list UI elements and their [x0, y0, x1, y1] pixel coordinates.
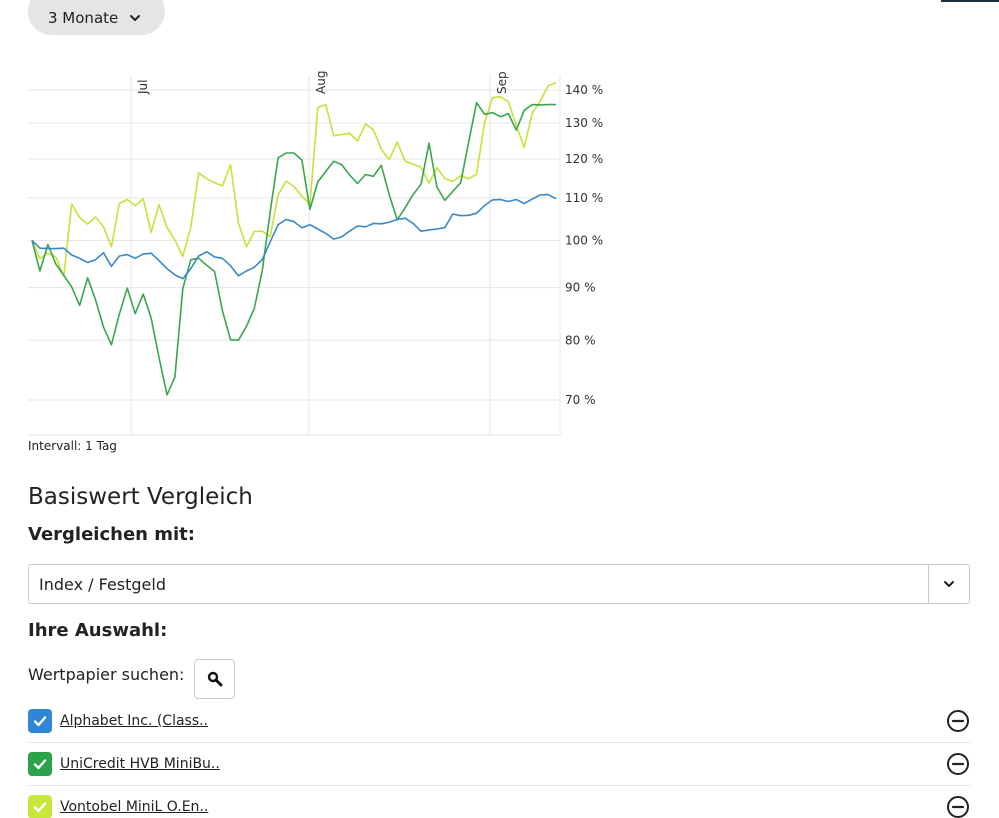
series-line — [31, 101, 556, 396]
series-line — [31, 193, 557, 280]
selection-checkbox[interactable] — [28, 752, 52, 776]
selection-list: Alphabet Inc. (Class.. UniCredit HVB Min… — [28, 700, 970, 818]
search-label: Wertpapier suchen: — [28, 665, 185, 684]
compare-select-value: Index / Festgeld — [39, 574, 166, 594]
check-icon — [33, 802, 47, 813]
y-tick-label: 130 % — [565, 116, 603, 130]
check-icon — [33, 716, 47, 727]
y-tick-label: 110 % — [565, 191, 603, 205]
y-tick-label: 80 % — [565, 333, 596, 347]
check-icon — [33, 759, 47, 770]
series-line — [31, 81, 557, 278]
period-dropdown-button[interactable]: 3 Monate — [28, 0, 165, 35]
chevron-down-icon — [130, 14, 141, 21]
y-tick-label: 140 % — [565, 83, 603, 97]
chevron-down-icon — [944, 581, 954, 587]
search-icon — [207, 671, 222, 687]
y-tick-label: 100 % — [565, 233, 603, 247]
search-button[interactable] — [194, 659, 235, 699]
selection-item: Vontobel MiniL O.En.. — [28, 786, 970, 818]
month-label: Sep — [495, 71, 509, 94]
compare-select-toggle[interactable] — [928, 565, 969, 603]
minus-circle-icon[interactable] — [946, 709, 970, 733]
selection-link[interactable]: UniCredit HVB MiniBu.. — [60, 756, 220, 772]
y-tick-label: 70 % — [565, 393, 596, 407]
compare-label: Vergleichen mit: — [28, 524, 195, 545]
compare-select[interactable]: Index / Festgeld — [28, 564, 970, 604]
choice-label: Ihre Auswahl: — [28, 620, 168, 641]
section-title: Basiswert Vergleich — [28, 484, 253, 510]
selection-item: Alphabet Inc. (Class.. — [28, 700, 970, 743]
month-label: Jul — [136, 80, 150, 95]
month-label: Aug — [314, 71, 328, 94]
period-label: 3 Monate — [48, 8, 119, 27]
selection-checkbox[interactable] — [28, 709, 52, 733]
interval-label: Intervall: 1 Tag — [28, 439, 117, 453]
selection-checkbox[interactable] — [28, 795, 52, 818]
minus-circle-icon[interactable] — [946, 752, 970, 776]
selection-link[interactable]: Vontobel MiniL O.En.. — [60, 799, 209, 815]
y-tick-label: 90 % — [565, 281, 596, 295]
y-tick-label: 120 % — [565, 152, 603, 166]
selection-item: UniCredit HVB MiniBu.. — [28, 743, 970, 786]
minus-circle-icon[interactable] — [946, 795, 970, 818]
selection-link[interactable]: Alphabet Inc. (Class.. — [60, 713, 209, 729]
performance-chart: 140 % 130 % 120 % 110 % 100 % 90 % 80 % 70 % Jul… — [28, 71, 603, 436]
top-bar-edge — [941, 0, 999, 2]
